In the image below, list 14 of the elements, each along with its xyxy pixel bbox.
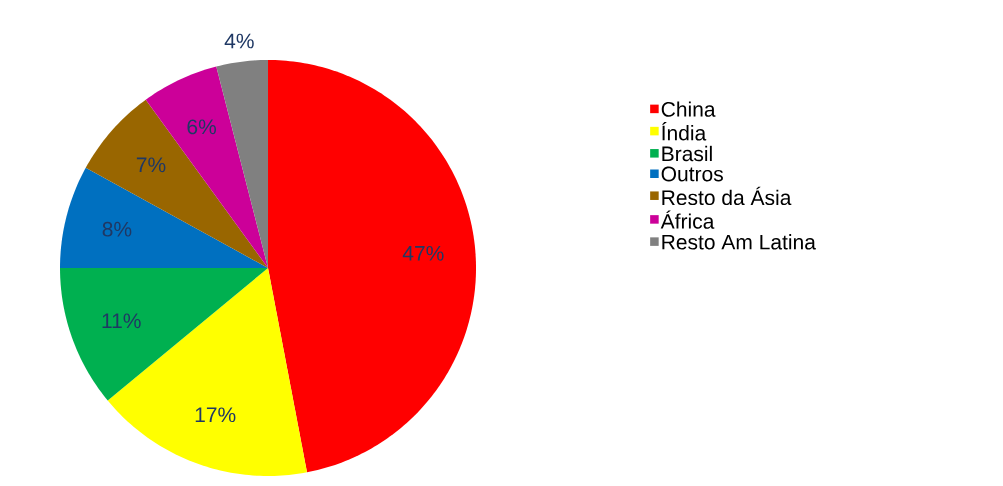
legend-label: Índia [662,122,707,141]
data-label: 47% [402,245,444,261]
data-label: 4% [224,33,254,49]
legend-label: Resto Am Latina [662,234,816,250]
data-label: 6% [187,119,217,135]
data-label: 8% [102,221,132,237]
legend-label: Brasil [662,145,712,162]
data-label: 7% [136,157,166,173]
legend-label: China [661,101,716,117]
data-label: 17% [195,407,236,423]
legend-label: Outros [661,166,723,182]
legend-label: Resto da Ásia [662,186,792,206]
legend-label: África [660,210,715,229]
data-label: 11% [102,313,141,329]
